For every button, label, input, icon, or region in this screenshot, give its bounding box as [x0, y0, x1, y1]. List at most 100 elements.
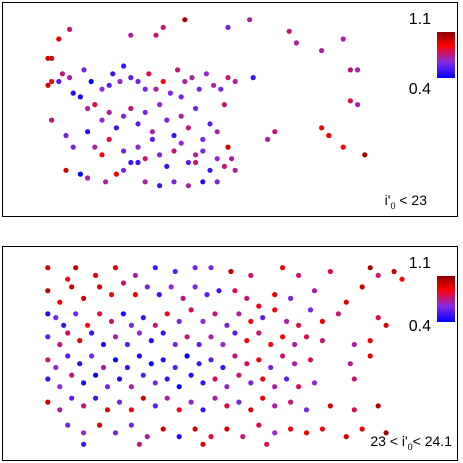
scatter-point [248, 318, 254, 324]
scatter-point [157, 152, 163, 158]
scatter-point [280, 265, 286, 271]
scatter-point [192, 426, 198, 432]
scatter-point [200, 148, 206, 154]
scatter-point [244, 295, 250, 301]
scatter-point [112, 334, 119, 340]
scatter-point [307, 307, 314, 313]
scatter-point [112, 265, 119, 271]
scatter-point [272, 403, 278, 409]
scatter-point [203, 71, 209, 77]
scatter-point [57, 407, 63, 413]
scatter-point [265, 136, 271, 142]
scatter-point [63, 167, 69, 173]
scatter-point [110, 71, 116, 77]
scatter-point [45, 311, 51, 317]
scatter-point [208, 434, 214, 440]
scatter-point [77, 94, 83, 100]
scatter-point [171, 148, 177, 154]
scatter-point [221, 163, 227, 169]
scatter-point [116, 399, 123, 405]
scatter-point [351, 376, 357, 382]
colorbar-max-label: 1.1 [409, 255, 431, 272]
scatter-point [171, 179, 177, 185]
scatter-point [327, 268, 333, 275]
scatter-point [319, 48, 325, 54]
scatter-point [100, 341, 107, 348]
scatter-point [296, 384, 302, 390]
scatter-point [93, 395, 99, 401]
scatter-point [207, 167, 213, 173]
scatter-point [200, 179, 206, 185]
scatter-point [256, 357, 262, 363]
scatter-point [188, 307, 194, 313]
scatter-point [343, 434, 349, 440]
scatter-point [135, 144, 141, 150]
scatter-point [128, 384, 134, 390]
scatter-point [185, 125, 191, 131]
scatter-point [196, 86, 202, 92]
scatter-point [128, 322, 134, 328]
scatter-point [157, 102, 163, 108]
scatter-point [103, 179, 109, 185]
scatter-point [359, 284, 365, 290]
scatter-point [232, 167, 238, 173]
scatter-point [85, 129, 91, 135]
scatter-point [136, 441, 142, 447]
scatter-point [69, 395, 75, 401]
scatter-point [112, 430, 119, 436]
scatter-point [121, 148, 127, 154]
scatter-point [319, 338, 325, 344]
scatter-point [67, 26, 73, 32]
scatter-point [108, 318, 115, 324]
scatter-point [359, 426, 365, 432]
scatter-point [236, 372, 242, 378]
scatter-point [204, 292, 210, 298]
scatter-point [85, 175, 91, 181]
scatter-point [347, 67, 353, 73]
scatter-point [99, 117, 105, 123]
scatter-point [347, 361, 353, 367]
scatter-point [367, 353, 373, 359]
scatter-point [292, 361, 298, 367]
scatter-point [172, 268, 178, 275]
scatter-point [176, 434, 182, 440]
scatter-point [196, 361, 202, 367]
scatter-point [286, 28, 292, 34]
scatter-point [97, 311, 103, 317]
scatter-point [70, 90, 76, 96]
scatter-point [149, 136, 155, 142]
scatter-point [106, 82, 112, 88]
scatter-point [152, 380, 158, 386]
scatter-point [303, 430, 310, 436]
scatter-point [69, 372, 75, 378]
scatter-point [99, 86, 105, 92]
scatter-point [220, 364, 226, 371]
colorbar-min-label: 0.4 [409, 81, 431, 98]
scatter-point [164, 117, 170, 123]
scatter-point [260, 395, 266, 401]
scatter-point [160, 78, 166, 85]
scatter-point [135, 78, 141, 85]
scatter-point [172, 364, 178, 371]
scatter-point [92, 144, 98, 150]
scatter-point [192, 265, 198, 271]
scatter-point [375, 272, 381, 278]
scatter-point [256, 303, 262, 309]
scatter-point [272, 307, 278, 313]
scatter-point [128, 32, 134, 38]
scatter-point [391, 268, 397, 275]
colorbar [437, 32, 455, 78]
scatter-point [73, 265, 79, 271]
scatter-point [268, 364, 274, 371]
scatter-point [128, 159, 134, 166]
scatter-point [288, 295, 294, 301]
scatter-point [207, 121, 213, 127]
scatter-point [157, 183, 163, 189]
scatter-point [108, 292, 115, 298]
panel-frame [2, 2, 458, 217]
scatter-point [272, 384, 278, 390]
scatter-point [214, 156, 220, 162]
scatter-point [160, 24, 166, 30]
scatter-point [69, 284, 75, 290]
